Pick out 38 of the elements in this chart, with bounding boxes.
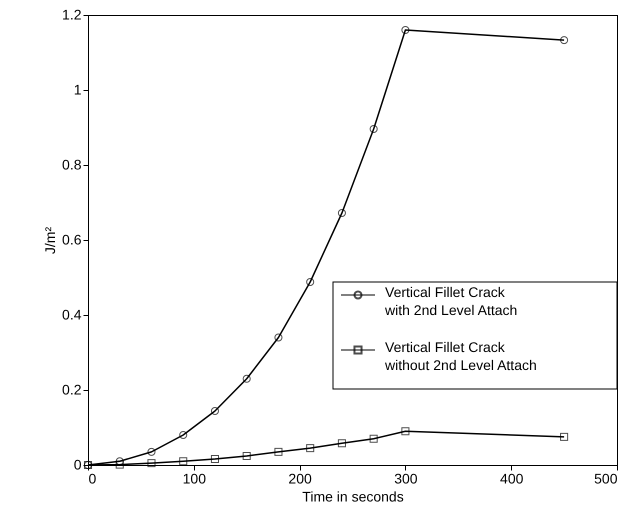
point bbox=[179, 430, 188, 440]
x-tick-label: 0 bbox=[88, 470, 96, 486]
point bbox=[274, 333, 282, 342]
point bbox=[274, 448, 282, 456]
point bbox=[370, 124, 378, 134]
point bbox=[242, 452, 251, 460]
y-tick-label: 1.2 bbox=[62, 6, 82, 22]
y-tick-label: 0.6 bbox=[62, 232, 82, 248]
point bbox=[306, 444, 314, 452]
point bbox=[370, 434, 378, 443]
legend-label: Vertical Fillet Crack without 2nd Level Attach bbox=[384, 339, 537, 373]
x-axis-title: Time in seconds bbox=[302, 488, 404, 504]
x-tick-label: 200 bbox=[288, 470, 312, 486]
point bbox=[210, 406, 219, 416]
y-tick-label: 0 bbox=[74, 456, 82, 472]
point bbox=[338, 439, 346, 448]
point bbox=[116, 460, 124, 469]
x-tick-label: 300 bbox=[394, 470, 418, 486]
y-tick-label: 0.2 bbox=[62, 382, 82, 398]
y-axis-title: J/m² bbox=[42, 226, 58, 254]
point bbox=[147, 459, 156, 468]
x-tick-label: 400 bbox=[500, 470, 524, 486]
point bbox=[338, 208, 346, 218]
point bbox=[147, 448, 156, 456]
point bbox=[306, 278, 314, 286]
point bbox=[401, 427, 410, 436]
x-tick-label: 100 bbox=[182, 470, 206, 486]
x-tick-label: 500 bbox=[594, 470, 618, 486]
point bbox=[560, 432, 568, 441]
y-tick-label: 0.8 bbox=[62, 156, 82, 172]
y-tick-label: 1 bbox=[74, 82, 82, 98]
point bbox=[210, 454, 219, 464]
point bbox=[242, 374, 251, 383]
y-tick-label: 0.4 bbox=[62, 306, 82, 322]
point bbox=[401, 26, 410, 34]
legend-label: Vertical Fillet Crack with 2nd Level Attach bbox=[384, 284, 518, 318]
point bbox=[560, 36, 568, 44]
point bbox=[179, 457, 188, 466]
